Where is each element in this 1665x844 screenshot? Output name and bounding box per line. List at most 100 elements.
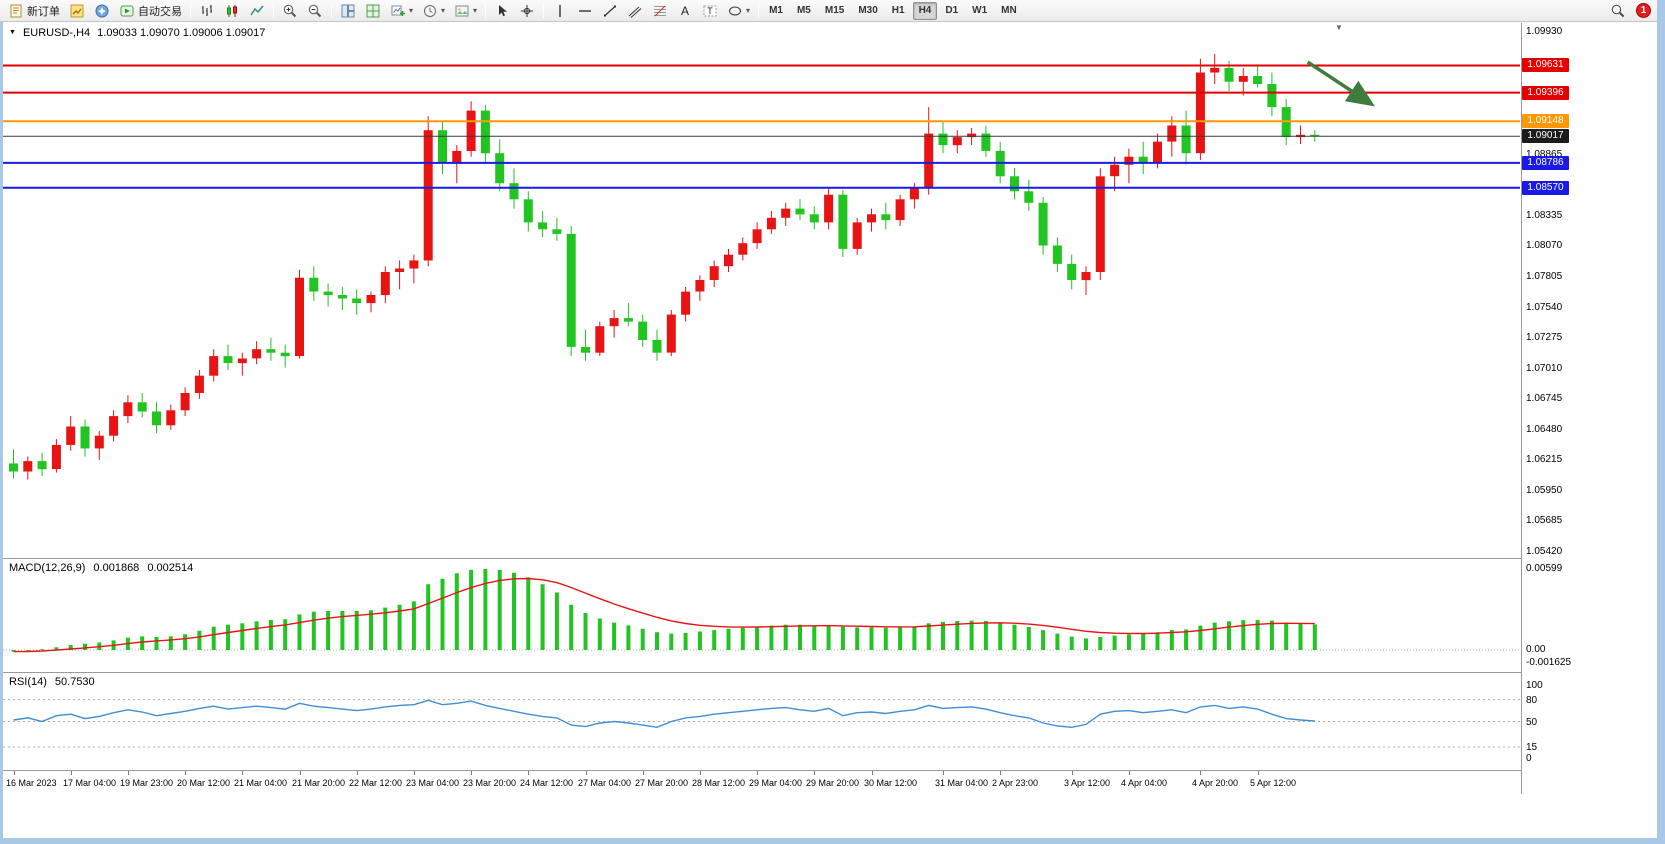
timeframe-d1-button[interactable]: D1: [939, 2, 964, 20]
timeframe-h1-button[interactable]: H1: [886, 2, 911, 20]
panel-separator[interactable]: [3, 558, 1657, 559]
navigator-button[interactable]: [90, 1, 114, 21]
chart-title: ▼ EURUSD-,H4 1.09033 1.09070 1.09006 1.0…: [9, 27, 265, 39]
new-order-button[interactable]: 新订单: [4, 1, 64, 21]
price-axis-label: 1.06745: [1526, 393, 1563, 404]
line-chart-button[interactable]: [245, 1, 269, 21]
text-label-button[interactable]: T: [698, 1, 722, 21]
symbol-period-label: EURUSD-,H4: [22, 27, 91, 39]
new-order-label: 新订单: [27, 5, 60, 18]
time-axis[interactable]: 16 Mar 2023 17 Mar 04:00 19 Mar 23:00 20 Ma…: [3, 771, 1521, 794]
price-axis-label: 1.07540: [1526, 302, 1563, 313]
macd-axis-label: -0.001625: [1526, 657, 1572, 668]
price-axis-label: 1.05685: [1526, 515, 1563, 526]
price-axis-label: 1.07805: [1526, 271, 1563, 282]
autotrade-button[interactable]: 自动交易: [115, 1, 186, 21]
macd-axis-label: 0.00599: [1526, 563, 1563, 574]
candlestick-chart-button[interactable]: [220, 1, 244, 21]
bar-chart-button[interactable]: [195, 1, 219, 21]
macd-plot[interactable]: [3, 559, 1520, 677]
price-axis-label: 1.09930: [1526, 26, 1563, 37]
search-button[interactable]: [1606, 1, 1630, 21]
time-tick: [1129, 771, 1130, 775]
vertical-line-button[interactable]: [548, 1, 572, 21]
panel-separator[interactable]: [3, 672, 1657, 673]
market-watch-button[interactable]: [65, 1, 89, 21]
macd-svg[interactable]: [3, 559, 1520, 672]
template-image-icon: [454, 3, 470, 19]
timeframe-m5-button[interactable]: M5: [791, 2, 817, 20]
candlestick-chart-svg[interactable]: [3, 23, 1520, 558]
rsi-panel[interactable]: RSI(14) 50.7530: [3, 673, 1521, 770]
time-axis-label: 27 Mar 20:00: [635, 778, 689, 788]
chart-shift-marker-icon[interactable]: ▼: [1335, 23, 1343, 32]
time-tick: [528, 771, 529, 775]
new-chart-button[interactable]: ▾: [386, 1, 417, 21]
toolbar-right: 1: [1606, 1, 1653, 21]
time-axis-label: 21 Mar 20:00: [292, 778, 346, 788]
vertical-line-icon: [552, 3, 568, 19]
channel-button[interactable]: [623, 1, 647, 21]
toolbar-separator: [543, 3, 545, 18]
rsi-axis-label: 50: [1526, 717, 1538, 728]
text-button[interactable]: A: [673, 1, 697, 21]
profiles-button[interactable]: ▾: [418, 1, 449, 21]
arrange-windows-button[interactable]: [361, 1, 385, 21]
time-tick: [471, 771, 472, 775]
fibonacci-button[interactable]: [648, 1, 672, 21]
shapes-button[interactable]: ▾: [723, 1, 754, 21]
timeframe-group: M1 M5 M15 M30 H1 H4 D1 W1 MN: [763, 1, 1023, 20]
main-chart-panel[interactable]: ▼ EURUSD-,H4 1.09033 1.09070 1.09006 1.0…: [3, 23, 1521, 558]
price-level-badge: 1.08786: [1522, 156, 1569, 170]
fibonacci-icon: [652, 3, 668, 19]
timeframe-m15-button[interactable]: M15: [819, 2, 850, 20]
macd-panel[interactable]: MACD(12,26,9) 0.001868 0.002514: [3, 559, 1521, 672]
autotrade-label: 自动交易: [138, 5, 182, 18]
timeframe-m30-button[interactable]: M30: [852, 2, 883, 20]
bar-chart-icon: [199, 3, 215, 19]
timeframe-mn-button[interactable]: MN: [995, 2, 1023, 20]
collapse-panel-icon[interactable]: ▼: [9, 29, 16, 36]
horizontal-line-button[interactable]: [573, 1, 597, 21]
time-tick: [586, 771, 587, 775]
timeframe-m1-button[interactable]: M1: [763, 2, 789, 20]
new-chart-icon: [390, 3, 406, 19]
price-axis[interactable]: 1.09930 1.08865 1.08335 1.08070 1.07805 1.075…: [1522, 23, 1657, 794]
zoom-out-icon: [307, 3, 323, 19]
time-axis-label: 22 Mar 12:00: [349, 778, 403, 788]
candles-plot[interactable]: [3, 23, 1520, 563]
time-axis-label: 4 Apr 20:00: [1192, 778, 1239, 788]
shapes-icon: [727, 3, 743, 19]
price-level-badge: 1.09148: [1522, 114, 1569, 128]
timeframe-w1-button[interactable]: W1: [966, 2, 993, 20]
notification-badge[interactable]: 1: [1636, 3, 1651, 18]
macd-signal-value: 0.002514: [147, 562, 194, 574]
time-axis-label: 17 Mar 04:00: [63, 778, 117, 788]
svg-text:A: A: [681, 4, 689, 18]
rsi-plot[interactable]: [3, 673, 1520, 775]
time-axis-label: 23 Mar 04:00: [406, 778, 460, 788]
templates-button[interactable]: ▾: [450, 1, 481, 21]
time-tick: [300, 771, 301, 775]
crosshair-button[interactable]: [515, 1, 539, 21]
toolbar-separator: [273, 3, 274, 18]
rsi-axis-label: 100: [1526, 680, 1543, 691]
candlestick-chart-icon: [224, 3, 240, 19]
channel-icon: [627, 3, 643, 19]
cursor-button[interactable]: [490, 1, 514, 21]
new-order-icon: [8, 3, 24, 19]
tile-windows-button[interactable]: [336, 1, 360, 21]
rsi-svg[interactable]: [3, 673, 1520, 770]
autotrade-icon: [119, 3, 135, 19]
price-level-badge: 1.09631: [1522, 58, 1569, 72]
toolbar-separator: [758, 3, 760, 18]
timeframe-h4-button[interactable]: H4: [912, 1, 938, 20]
time-axis-label: 23 Mar 20:00: [463, 778, 517, 788]
trendline-button[interactable]: [598, 1, 622, 21]
panel-separator[interactable]: [3, 770, 1657, 771]
toolbar-separator: [331, 3, 332, 18]
zoom-in-button[interactable]: [278, 1, 302, 21]
price-axis-label: 1.08865: [1526, 149, 1563, 160]
zoom-out-button[interactable]: [303, 1, 327, 21]
time-axis-label: 20 Mar 12:00: [177, 778, 231, 788]
